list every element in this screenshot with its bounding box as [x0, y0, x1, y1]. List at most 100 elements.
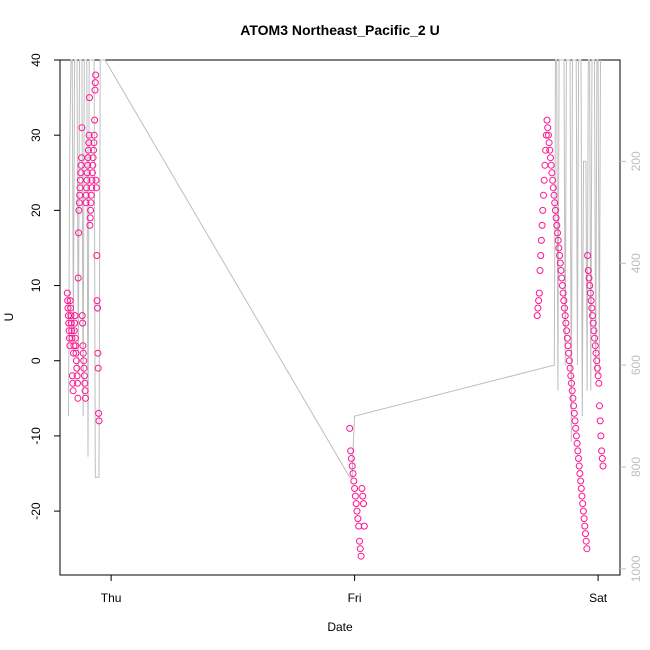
- data-point-s0-23: [72, 342, 80, 350]
- data-point-s2-49: [568, 379, 575, 387]
- data-point-s2-69: [582, 530, 589, 538]
- data-point-s2-40: [561, 312, 569, 320]
- data-point-s2-57: [573, 439, 581, 447]
- data-point-s2-62: [577, 477, 585, 485]
- points-group: [63, 71, 607, 560]
- data-point-s2-94: [599, 462, 607, 470]
- data-point-s0-38: [77, 161, 85, 169]
- data-point-s0-54: [83, 176, 91, 184]
- data-point-s0-41: [78, 312, 86, 320]
- data-point-s1-12: [356, 537, 363, 545]
- data-point-s2-46: [565, 357, 573, 365]
- data-point-s0-71: [89, 154, 97, 162]
- data-point-s0-14: [68, 372, 76, 380]
- data-point-s2-68: [581, 522, 589, 530]
- data-point-s0-33: [75, 199, 83, 207]
- data-point-s2-45: [565, 349, 573, 357]
- data-point-s2-85: [593, 357, 601, 365]
- data-point-s2-37: [559, 289, 567, 297]
- depth-trace-group: [68, 59, 601, 478]
- data-point-s0-13: [68, 334, 76, 342]
- y-tick-label-4: 20: [29, 203, 43, 217]
- data-point-s2-81: [590, 327, 598, 335]
- data-point-s0-47: [80, 372, 88, 380]
- data-point-s1-7: [351, 492, 359, 500]
- data-point-s0-67: [88, 184, 96, 192]
- data-point-s2-36: [558, 282, 566, 289]
- data-point-s2-9: [540, 191, 547, 199]
- data-point-s0-25: [72, 357, 80, 365]
- data-point-s0-82: [93, 297, 101, 305]
- x-tick-label-1: Fri: [348, 591, 362, 605]
- data-point-s2-75: [586, 282, 594, 289]
- data-point-s0-46: [80, 364, 88, 372]
- data-point-s2-61: [576, 470, 584, 477]
- data-point-s1-8: [352, 500, 360, 508]
- data-point-s2-92: [598, 447, 606, 455]
- data-point-s1-5: [350, 477, 358, 485]
- data-point-s0-72: [90, 146, 97, 154]
- data-point-s0-78: [92, 71, 100, 79]
- data-point-s0-5: [65, 327, 73, 335]
- data-point-s2-24: [550, 191, 558, 199]
- data-point-s0-42: [79, 319, 87, 327]
- data-point-s2-17: [545, 139, 553, 147]
- data-point-s2-14: [543, 116, 551, 124]
- y-tick-label-1: -10: [29, 427, 43, 445]
- data-point-s0-45: [80, 357, 88, 365]
- data-point-s0-9: [67, 304, 75, 312]
- data-point-s0-12: [68, 327, 76, 335]
- data-point-s2-65: [579, 500, 587, 508]
- data-point-s1-9: [353, 507, 361, 515]
- data-point-s0-63: [86, 214, 94, 222]
- data-point-s2-38: [560, 297, 568, 305]
- data-point-s2-10: [540, 176, 548, 184]
- data-point-s0-43: [79, 342, 87, 350]
- chart-title: ATOM3 Northeast_Pacific_2 U: [240, 22, 439, 38]
- data-point-s1-6: [351, 485, 359, 492]
- data-point-s2-33: [556, 259, 564, 267]
- data-point-s2-55: [572, 424, 580, 432]
- y-axis: -20 -10 0 10 20 30 40: [29, 53, 60, 520]
- data-point-s2-77: [587, 297, 595, 305]
- data-point-s2-13: [542, 131, 550, 139]
- data-point-s2-90: [596, 417, 604, 425]
- y-tick-label-6: 40: [29, 53, 43, 67]
- data-point-s2-66: [579, 507, 587, 515]
- data-point-s2-64: [578, 492, 586, 500]
- data-point-s2-25: [551, 199, 559, 207]
- data-point-s2-72: [584, 252, 592, 259]
- y-tick-label-0: -20: [29, 502, 43, 520]
- data-point-s0-80: [92, 184, 100, 192]
- data-point-s0-44: [79, 349, 87, 357]
- data-point-s2-0: [533, 312, 541, 320]
- data-point-s0-48: [81, 379, 89, 387]
- data-point-s2-56: [572, 432, 580, 440]
- data-point-s0-57: [84, 154, 92, 162]
- data-point-s2-52: [570, 402, 578, 410]
- data-point-s2-7: [538, 221, 546, 229]
- data-point-s2-58: [574, 447, 582, 455]
- data-point-s2-18: [546, 146, 554, 154]
- data-point-s2-87: [594, 372, 602, 380]
- data-point-s2-31: [555, 244, 563, 252]
- data-point-s2-2: [535, 297, 543, 305]
- data-point-s0-28: [74, 379, 81, 387]
- data-point-s1-0: [346, 424, 354, 432]
- data-point-s0-19: [70, 327, 78, 335]
- data-point-s0-35: [76, 184, 84, 192]
- data-point-s0-58: [84, 146, 92, 154]
- data-point-s2-79: [589, 312, 596, 320]
- data-point-s0-16: [69, 387, 77, 395]
- data-point-s0-76: [91, 86, 99, 94]
- data-point-s2-22: [549, 176, 557, 184]
- data-point-s2-71: [583, 545, 591, 553]
- x-tick-label-2: Sat: [589, 591, 608, 605]
- data-point-s0-84: [94, 349, 102, 357]
- data-point-s0-2: [64, 304, 72, 312]
- data-point-s1-4: [349, 470, 357, 477]
- x-tick-label-0: Thu: [101, 591, 122, 605]
- data-point-s0-17: [70, 349, 77, 357]
- data-point-s2-80: [589, 319, 597, 327]
